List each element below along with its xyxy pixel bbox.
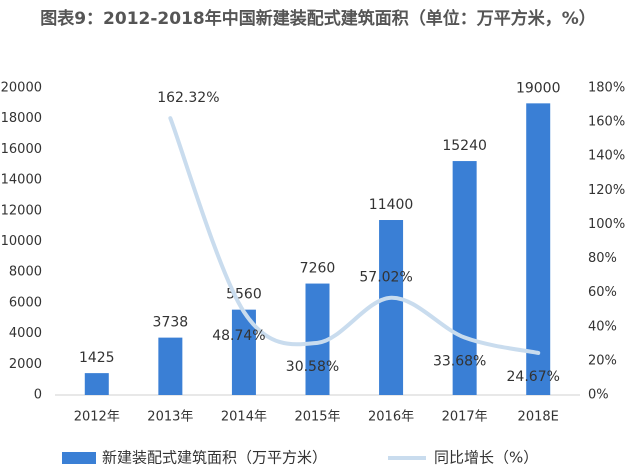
y2-tick-label: 100% <box>588 217 625 232</box>
y-tick-label: 16000 <box>1 142 42 157</box>
y-tick-label: 0 <box>34 388 42 403</box>
legend-swatch <box>62 452 96 464</box>
bar <box>84 373 109 395</box>
y2-tick-label: 140% <box>588 149 625 164</box>
legend-label: 同比增长（%） <box>434 449 538 467</box>
x-tick-label: 2015年 <box>294 410 340 425</box>
y-tick-label: 8000 <box>9 265 42 280</box>
x-tick-label: 2016年 <box>368 410 414 425</box>
y2-tick-label: 160% <box>588 115 625 130</box>
legend-label: 新建装配式建筑面积（万平方米） <box>102 449 327 467</box>
line <box>168 116 541 355</box>
y2-tick-label: 60% <box>588 285 617 300</box>
bar-value-label: 19000 <box>516 80 561 96</box>
line-value-label: 48.74% <box>212 328 265 344</box>
bar-value-label: 11400 <box>369 197 414 213</box>
chart-title: 图表9：2012-2018年中国新建装配式建筑面积（单位：万平方米，%） <box>40 9 596 29</box>
y-tick-label: 4000 <box>9 326 42 341</box>
y2-tick-label: 80% <box>588 251 617 266</box>
x-tick-label: 2012年 <box>74 410 120 425</box>
y2-tick-label: 0% <box>588 388 609 403</box>
y-tick-label: 6000 <box>9 295 42 310</box>
line-value-label: 33.68% <box>433 354 486 370</box>
line-value-label: 162.32% <box>157 90 219 106</box>
x-tick-label: 2017年 <box>442 410 488 425</box>
x-tick-label: 2018E <box>518 410 559 425</box>
bar <box>379 220 404 395</box>
bar-value-label: 3738 <box>153 315 189 331</box>
line-value-label: 30.58% <box>286 359 339 375</box>
y-tick-label: 14000 <box>1 173 42 188</box>
bar-value-label: 15240 <box>442 138 487 154</box>
bar <box>526 103 551 395</box>
line-value-label: 24.67% <box>507 369 560 385</box>
line-value-label: 57.02% <box>359 270 412 286</box>
y2-tick-label: 180% <box>588 81 625 96</box>
x-tick-label: 2013年 <box>147 410 193 425</box>
y2-tick-label: 20% <box>588 353 617 368</box>
bar <box>452 161 477 395</box>
y-tick-label: 20000 <box>1 81 42 96</box>
bar-value-label: 1425 <box>79 350 115 366</box>
y-tick-label: 12000 <box>1 203 42 218</box>
x-tick-label: 2014年 <box>221 410 267 425</box>
y2-tick-label: 40% <box>588 319 617 334</box>
y-tick-label: 2000 <box>9 357 42 372</box>
y2-tick-label: 120% <box>588 183 625 198</box>
y-tick-label: 10000 <box>1 234 42 249</box>
bar <box>158 337 183 395</box>
y-tick-label: 18000 <box>1 111 42 126</box>
bar-value-label: 7260 <box>300 261 336 277</box>
